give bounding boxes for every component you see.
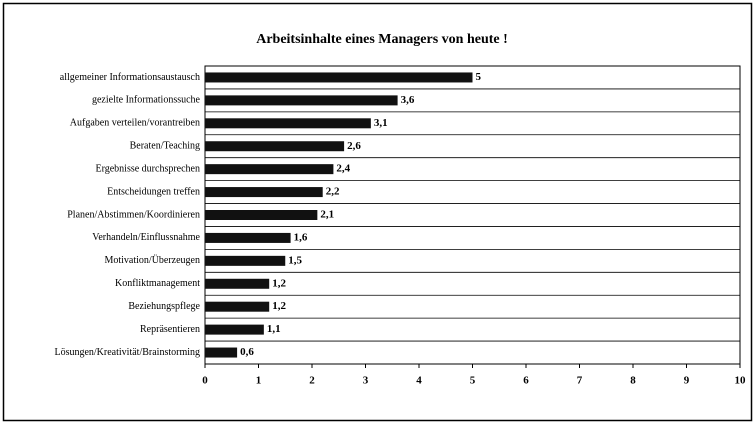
value-label: 1,1 (267, 323, 281, 335)
bar (205, 301, 270, 312)
bar (205, 347, 238, 358)
y-tick-label: Verhandeln/Einflussnahme (92, 232, 200, 243)
y-tick-label: Beraten/Teaching (130, 141, 200, 152)
bar (205, 141, 345, 152)
bar (205, 72, 473, 83)
x-tick-label: 1 (256, 375, 262, 387)
value-label: 5 (476, 71, 482, 83)
bar (205, 278, 270, 289)
x-tick-label: 8 (630, 375, 636, 387)
y-tick-label: allgemeiner Informationsaustausch (60, 72, 200, 83)
chart-title: Arbeitsinhalte eines Managers von heute … (256, 32, 508, 47)
y-tick-label: Repräsentieren (140, 324, 200, 335)
value-label: 1,2 (272, 277, 286, 289)
y-tick-label: Ergebnisse durchsprechen (95, 163, 200, 174)
bar (205, 255, 286, 266)
value-label: 3,1 (374, 117, 388, 129)
y-tick-label: Aufgaben verteilen/vorantreiben (70, 118, 200, 129)
value-label: 3,6 (401, 94, 415, 106)
x-tick-label: 0 (202, 375, 208, 387)
bar (205, 164, 334, 175)
bar (205, 118, 371, 129)
bar (205, 187, 323, 198)
y-tick-label: gezielte Informationssuche (92, 95, 201, 106)
bar (205, 95, 398, 106)
value-label: 1,6 (294, 231, 308, 243)
x-tick-label: 5 (470, 375, 476, 387)
x-tick-label: 2 (309, 375, 315, 387)
value-label: 1,2 (272, 300, 286, 312)
value-label: 1,5 (288, 254, 302, 266)
y-tick-label: Lösungen/Kreativität/Brainstorming (54, 347, 200, 358)
x-tick-label: 10 (735, 375, 747, 387)
bar (205, 324, 264, 335)
value-label: 2,4 (336, 163, 350, 175)
value-label: 0,6 (240, 346, 254, 358)
bar (205, 210, 318, 220)
bar (205, 232, 291, 243)
y-tick-label: Beziehungspflege (128, 301, 200, 312)
x-tick-label: 7 (577, 375, 583, 387)
y-tick-label: Motivation/Überzeugen (104, 254, 200, 266)
value-label: 2,6 (347, 140, 361, 152)
x-tick-label: 3 (363, 375, 369, 387)
y-tick-label: Konfliktmanagement (115, 278, 200, 289)
y-tick-label: Planen/Abstimmen/Koordinieren (67, 209, 200, 220)
value-label: 2,2 (326, 186, 340, 198)
x-tick-label: 4 (416, 375, 422, 387)
y-tick-label: Entscheidungen treffen (107, 186, 200, 197)
x-tick-label: 9 (684, 375, 690, 387)
x-tick-label: 6 (523, 375, 529, 387)
value-label: 2,1 (320, 209, 334, 221)
